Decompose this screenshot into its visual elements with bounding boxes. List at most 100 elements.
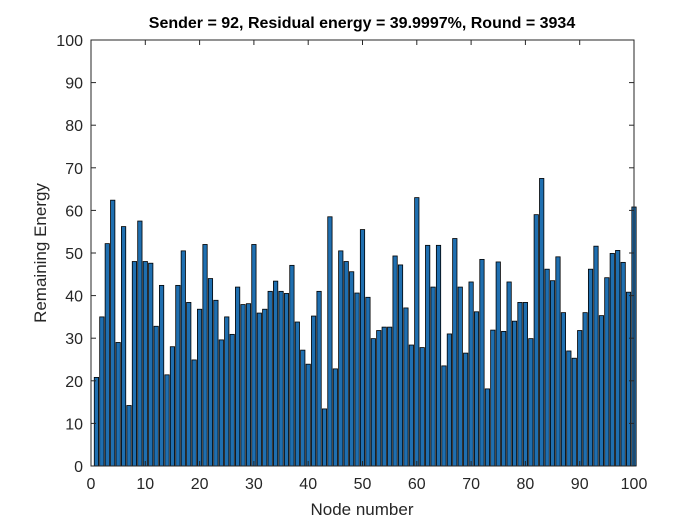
y-axis-label: Remaining Energy [31, 183, 50, 323]
bar-node-49 [354, 292, 360, 467]
bar-node-7 [126, 405, 132, 467]
bar-node-53 [376, 330, 382, 467]
bar-node-95 [604, 277, 610, 467]
bar-node-6 [121, 226, 127, 467]
bar-node-60 [414, 197, 420, 467]
bar-node-84 [544, 268, 550, 467]
bar-node-54 [381, 326, 387, 467]
bar-node-9 [137, 220, 143, 467]
bar-node-36 [283, 293, 290, 467]
bar-node-39 [300, 349, 306, 467]
bar-node-20 [197, 308, 203, 467]
bar-node-13 [159, 284, 165, 467]
bar-node-64 [435, 244, 442, 467]
bar-node-28 [240, 304, 246, 467]
bar-node-97 [615, 250, 621, 467]
bar-node-91 [582, 312, 588, 467]
y-tick-label: 0 [74, 459, 83, 476]
bar-node-66 [446, 333, 452, 467]
bar-node-76 [501, 330, 507, 467]
bar-node-67 [452, 238, 458, 467]
bar-node-16 [175, 284, 181, 467]
bar-node-93 [593, 245, 599, 467]
x-axis-label: Node number [310, 500, 413, 519]
x-tick-label: 70 [462, 476, 480, 493]
bar-node-29 [245, 303, 252, 467]
bar-node-12 [153, 325, 159, 467]
bar-node-5 [115, 342, 121, 467]
bar-node-81 [528, 338, 534, 467]
bar-node-26 [229, 333, 235, 467]
x-tick-label: 60 [408, 476, 426, 493]
bar-node-23 [213, 299, 219, 467]
bar-node-24 [218, 339, 224, 467]
bar-node-4 [110, 199, 116, 467]
bar-node-59 [408, 344, 414, 467]
bar-node-25 [224, 316, 230, 467]
bar-node-11 [148, 262, 154, 467]
bar-node-96 [609, 253, 615, 467]
bar-node-86 [555, 256, 561, 467]
y-tick-label: 100 [56, 33, 83, 50]
bar-node-33 [267, 290, 273, 467]
bar-node-90 [577, 330, 583, 467]
x-tick-label: 50 [354, 476, 372, 493]
x-tick-label: 30 [245, 476, 263, 493]
bar-node-22 [207, 278, 214, 467]
bar-node-65 [441, 365, 447, 467]
bar-node-94 [598, 315, 604, 467]
y-tick-label: 50 [65, 246, 83, 263]
bar-node-41 [311, 315, 317, 467]
bar-node-98 [620, 261, 626, 467]
bar-node-18 [186, 302, 192, 467]
bar-node-80 [522, 302, 528, 467]
bar-node-8 [131, 261, 138, 467]
bar-node-58 [403, 307, 409, 467]
bar-node-73 [484, 388, 490, 467]
bar-node-61 [419, 347, 425, 467]
bar-node-77 [506, 281, 512, 467]
ticks-layer: 0 10 20 30 40 50 60 70 80 90 100 0 10 20 30 40 50 60 70 80 9… [56, 33, 647, 493]
bar-node-99 [626, 291, 632, 467]
y-tick-label: 40 [65, 289, 83, 306]
bar-node-27 [235, 286, 241, 467]
bar-node-2 [99, 316, 105, 467]
bar-node-70 [468, 281, 474, 467]
bar-node-68 [457, 286, 463, 467]
bar-node-15 [169, 346, 176, 467]
x-tick-label: 20 [191, 476, 209, 493]
bar-node-40 [305, 363, 311, 467]
bar-node-62 [425, 244, 431, 467]
y-tick-label: 20 [65, 374, 83, 391]
bar-node-79 [517, 302, 523, 467]
bar-node-14 [164, 374, 170, 467]
x-tick-label: 100 [621, 476, 648, 493]
bar-node-48 [349, 271, 355, 467]
bar-node-56 [392, 255, 398, 467]
y-tick-label: 10 [65, 416, 83, 433]
bar-node-10 [142, 261, 148, 467]
y-tick-label: 30 [65, 331, 83, 348]
bar-node-74 [490, 329, 496, 467]
y-tick-label: 70 [65, 161, 83, 178]
bar-node-19 [191, 359, 197, 467]
x-tick-label: 40 [299, 476, 317, 493]
bar-node-71 [473, 311, 480, 467]
bar-node-51 [365, 296, 371, 467]
bar-node-3 [104, 243, 110, 467]
bar-node-50 [359, 229, 366, 467]
bar-node-89 [571, 357, 577, 467]
x-tick-label: 0 [87, 476, 96, 493]
bar-node-75 [495, 261, 501, 467]
bar-node-72 [479, 258, 485, 467]
bar-node-87 [560, 312, 566, 467]
bar-node-78 [511, 320, 518, 467]
bar-node-21 [202, 244, 208, 467]
bar-node-38 [294, 321, 300, 467]
bar-node-63 [430, 286, 436, 467]
bar-node-32 [262, 308, 268, 467]
bar-node-42 [316, 290, 322, 467]
bar-node-82 [533, 214, 539, 467]
bar-node-35 [278, 290, 284, 467]
